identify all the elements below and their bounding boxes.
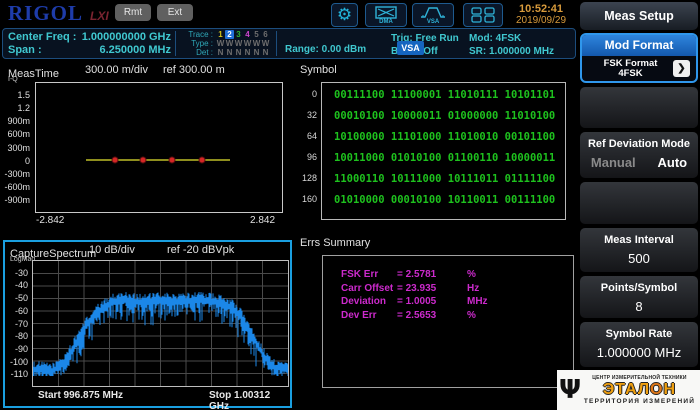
meas-interval-label: Meas Interval <box>580 228 698 247</box>
mod-format-label: Mod Format <box>582 35 696 56</box>
meastime-yticks: 1.51.2900m600m300m0-300m-600m-900m <box>0 82 32 213</box>
watermark-o-badge: О <box>650 381 663 398</box>
points-per-symbol-button[interactable]: Points/Symbol 8 <box>580 276 698 318</box>
window-grid-glyph <box>471 7 495 23</box>
ref-dev-manual-option[interactable]: Manual <box>591 155 636 170</box>
errs-row: Carr Offset= 23.935Hz <box>341 283 479 294</box>
vsa-icon[interactable]: VSA <box>412 3 454 27</box>
softkey-sidebar: Meas Setup Mod Format FSK Format 4FSK ❯ … <box>578 0 700 410</box>
vsa-waveform-glyph <box>420 6 446 19</box>
errs-table: FSK Err= 2.5781% Carr Offset= 23.935Hz Dev… <box>322 255 574 388</box>
errs-summary-panel[interactable]: Errs Summary FSK Err= 2.5781% Carr Offset… <box>296 233 578 408</box>
info-bar: Center Freq : 1.000000000 GHz Span : 6.2… <box>2 28 576 59</box>
spectrum-yticks: -30-40-50-60-70-80-90-100-110 <box>5 260 30 387</box>
symbol-marker-dot <box>112 157 119 164</box>
range-readout: Range: 0.00 dBm <box>277 29 389 58</box>
ref-deviation-mode-button[interactable]: Ref Deviation Mode Manual Auto <box>580 132 698 178</box>
dma-icon-label: DMA <box>379 19 393 25</box>
modulation-status: Mod: 4FSK SR: 1.000000 MHz <box>467 29 575 58</box>
top-bar: RIGOL LXI Rmt Ext ⚙ DMA VSA <box>0 0 578 28</box>
settings-gear-icon[interactable]: ⚙ <box>331 3 358 27</box>
vsa-active-badge[interactable]: VSA <box>397 41 424 55</box>
spectrum-plot <box>32 260 289 387</box>
meastime-panel[interactable]: MeasTime 300.00 m/div ref 300.00 m I-Q 1… <box>0 62 296 231</box>
symbol-bits-row: 01010000 00010100 10110011 00111100 <box>334 194 555 206</box>
symbol-marker-dot <box>168 157 175 164</box>
symbol-marker-dot <box>198 157 205 164</box>
symbol-bits-row: 10011000 01010100 01100110 10000011 <box>334 152 555 164</box>
symbol-row-labels: 0326496128160 <box>296 82 317 220</box>
dma-icon[interactable]: DMA <box>365 3 407 27</box>
trace-label: Trace : <box>180 30 213 39</box>
meas-interval-button[interactable]: Meas Interval 500 <box>580 228 698 272</box>
symbol-rate-value: 1.000000 MHz <box>580 341 698 360</box>
softkey-empty-1[interactable] <box>580 87 698 128</box>
spectrum-scale: 10 dB/div <box>89 244 135 256</box>
dma-screen-glyph <box>375 6 397 19</box>
mod-format-value: FSK Format 4FSK <box>588 59 673 79</box>
spectrum-start-freq: Start 996.875 MHz <box>38 390 123 401</box>
meastime-ref: ref 300.00 m <box>163 64 225 76</box>
meas-setup-header: Meas Setup <box>580 2 698 30</box>
watermark-line3: ТЕРРИТОРИЯ ИЗМЕРЕНИЙ <box>581 398 698 406</box>
trace-numbers: 123456 <box>216 30 270 39</box>
clock: 10:52:41 2019/09/29 <box>506 3 576 27</box>
errs-row: Deviation= 1.0005MHz <box>341 296 488 307</box>
lxi-logo: LXI <box>90 9 109 23</box>
etalon-logo-icon: Ψ <box>559 377 581 403</box>
iq-trace-line <box>86 159 231 161</box>
errs-row: FSK Err= 2.5781% <box>341 269 476 280</box>
etalon-watermark: Ψ ЦЕНТР ИЗМЕРИТЕЛЬНОЙ ТЕХНИКИ ЭТАЛОН ТЕР… <box>557 370 700 410</box>
errs-row: Dev Err= 2.5653% <box>341 310 476 321</box>
points-per-symbol-value: 8 <box>580 295 698 314</box>
frequency-readout: Center Freq : 1.000000000 GHz Span : 6.2… <box>3 29 175 58</box>
center-freq-label: Center Freq : <box>8 31 76 44</box>
mod-value: Mod: 4FSK <box>469 32 575 45</box>
symbol-bits-row: 10100000 11101000 11010010 00101100 <box>334 131 555 143</box>
center-freq-value: 1.000000000 GHz <box>82 31 171 44</box>
meastime-x-left: -2.842 <box>36 215 64 226</box>
mod-format-button[interactable]: Mod Format FSK Format 4FSK ❯ <box>580 33 698 83</box>
det-label: Det : <box>180 48 213 57</box>
span-value: 6.250000 MHz <box>99 44 171 57</box>
symbol-rate-button[interactable]: Symbol Rate 1.000000 MHz <box>580 322 698 367</box>
spectrum-trace <box>33 261 288 386</box>
rigol-logo: RIGOL <box>8 1 83 26</box>
det-values: NNNNNN <box>216 48 270 57</box>
ref-dev-auto-option[interactable]: Auto <box>657 155 687 170</box>
watermark-line2: ЭТАЛОН <box>581 381 698 398</box>
capture-spectrum-panel[interactable]: CaptureSpectrum 10 dB/div ref -20 dBVpk … <box>3 240 292 408</box>
spectrum-stop-freq: Stop 1.00312 GHz <box>209 390 290 410</box>
sr-value: SR: 1.000000 MHz <box>469 45 575 58</box>
clock-date: 2019/09/29 <box>506 15 576 27</box>
submenu-arrow-icon[interactable]: ❯ <box>673 60 690 77</box>
symbol-panel[interactable]: Symbol 0326496128160 00111100 11100001 1… <box>296 62 578 231</box>
errs-title: Errs Summary <box>300 237 370 249</box>
symbol-bits-row: 11000110 10111000 10111011 01111100 <box>334 173 555 185</box>
symbol-table: 00111100 11100001 11010111 10101101 00010… <box>321 82 566 220</box>
ext-button[interactable]: Ext <box>157 4 193 21</box>
rmt-button[interactable]: Rmt <box>115 4 151 21</box>
trace-status: Trace :123456 Type :WWWWWW Det :NNNNNN <box>176 29 276 58</box>
clock-time: 10:52:41 <box>506 3 576 15</box>
span-label: Span : <box>8 44 42 57</box>
window-layout-icon[interactable] <box>463 3 503 27</box>
meastime-x-right: 2.842 <box>250 215 275 226</box>
symbol-bits-row: 00111100 11100001 11010111 10101101 <box>334 89 555 101</box>
symbol-rate-label: Symbol Rate <box>580 322 698 341</box>
points-per-symbol-label: Points/Symbol <box>580 276 698 295</box>
symbol-marker-dot <box>140 157 147 164</box>
softkey-empty-2[interactable] <box>580 182 698 224</box>
meastime-scale: 300.00 m/div <box>85 64 148 76</box>
symbol-bits-row: 00010100 10000011 01000000 11010100 <box>334 110 555 122</box>
vsa-icon-label: VSA <box>427 19 439 25</box>
spectrum-ref: ref -20 dBVpk <box>167 244 234 256</box>
ref-deviation-mode-label: Ref Deviation Mode <box>580 132 698 151</box>
meas-interval-value: 500 <box>580 247 698 266</box>
vsa-instrument-screen: RIGOL LXI Rmt Ext ⚙ DMA VSA <box>0 0 700 410</box>
type-label: Type : <box>180 39 213 48</box>
type-values: WWWWWW <box>216 39 270 48</box>
symbol-title: Symbol <box>300 64 337 76</box>
meastime-plot <box>35 82 283 213</box>
